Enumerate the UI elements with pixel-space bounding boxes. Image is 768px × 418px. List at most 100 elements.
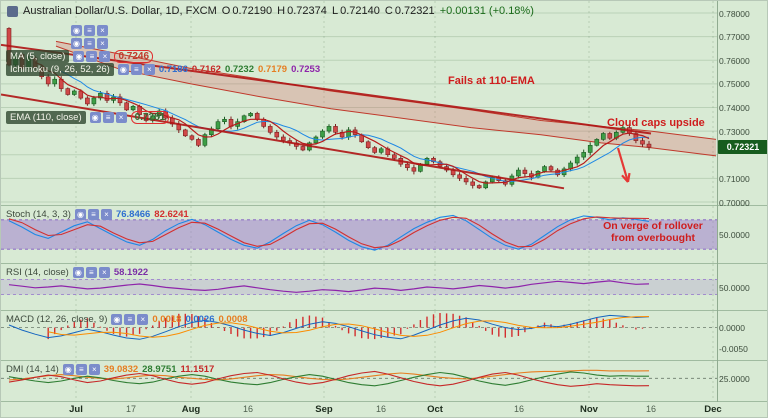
study-controls: ◉ ≡ × bbox=[89, 112, 127, 123]
axis-label: 0.74000 bbox=[719, 103, 750, 113]
eye-icon[interactable]: ◉ bbox=[73, 51, 85, 62]
axis-label: 0.75000 bbox=[719, 79, 750, 90]
rsi-label: RSI (14, close) bbox=[6, 267, 69, 278]
eye-icon[interactable]: ◉ bbox=[71, 38, 82, 49]
ichimoku-value: 0.7253 bbox=[291, 64, 321, 75]
settings-icon[interactable]: ≡ bbox=[75, 364, 87, 375]
axis-label: 0.77000 bbox=[719, 32, 750, 43]
pane-separator[interactable] bbox=[1, 205, 767, 206]
ma-label: MA (5, close) bbox=[6, 50, 70, 63]
time-axis-month-label: Nov bbox=[580, 404, 598, 415]
time-axis-month-label: Dec bbox=[704, 404, 722, 415]
study-controls: ◉ ≡ × bbox=[72, 267, 110, 278]
macd-pane-canvas[interactable] bbox=[1, 311, 717, 360]
last-price-badge: 0.72321 bbox=[718, 140, 767, 155]
high-value: 0.72374 bbox=[287, 5, 327, 17]
close-icon[interactable]: × bbox=[115, 112, 127, 123]
dmi-plus-value: 28.9751 bbox=[142, 364, 177, 375]
axis-divider bbox=[717, 1, 718, 402]
chart-header: Australian Dollar/U.S. Dollar, 1D, FXCM … bbox=[7, 5, 536, 17]
settings-icon[interactable]: ≡ bbox=[84, 25, 95, 36]
pane-separator[interactable] bbox=[1, 310, 767, 311]
symbol-title: Australian Dollar/U.S. Dollar, 1D, FXCM bbox=[23, 5, 217, 17]
rsi-value: 58.1922 bbox=[113, 267, 149, 278]
ichimoku-label: Ichimoku (9, 26, 52, 26) bbox=[6, 63, 114, 76]
settings-icon[interactable]: ≡ bbox=[85, 267, 97, 278]
eye-icon[interactable]: ◉ bbox=[72, 267, 84, 278]
time-axis-month-label: Sep bbox=[315, 404, 333, 415]
study-controls: ◉ ≡ × bbox=[74, 209, 112, 220]
axis-label: 50.0000 bbox=[719, 230, 750, 240]
close-icon[interactable]: × bbox=[88, 364, 100, 375]
time-axis[interactable]: Jul 17 Aug 16 Sep 16 Oct 16 Nov 16 Dec bbox=[1, 402, 722, 417]
ichimoku-value: 0.7179 bbox=[258, 64, 288, 75]
high-label: H bbox=[277, 5, 286, 17]
rsi-pane-canvas[interactable] bbox=[1, 264, 717, 310]
settings-icon[interactable]: ≡ bbox=[86, 51, 98, 62]
eye-icon[interactable]: ◉ bbox=[111, 314, 123, 325]
ema-label: EMA (110, close) bbox=[6, 111, 86, 124]
axis-label: 25.0000 bbox=[719, 373, 750, 384]
close-icon[interactable]: × bbox=[137, 314, 149, 325]
annotation-fails-ema[interactable]: Fails at 110-EMA bbox=[448, 75, 535, 87]
study-controls: ◉ ≡ × bbox=[71, 25, 108, 36]
close-icon[interactable]: × bbox=[98, 267, 110, 278]
annotation-cloud-caps[interactable]: Cloud caps upside bbox=[607, 117, 705, 129]
chart-type-icon[interactable] bbox=[7, 5, 18, 17]
stoch-pane-canvas[interactable] bbox=[1, 206, 717, 263]
low-value: 0.72140 bbox=[340, 5, 380, 17]
eye-icon[interactable]: ◉ bbox=[62, 364, 74, 375]
settings-icon[interactable]: ≡ bbox=[84, 38, 95, 49]
settings-icon[interactable]: ≡ bbox=[124, 314, 136, 325]
study-controls: ◉ ≡ × bbox=[73, 51, 111, 62]
pane-separator[interactable] bbox=[1, 401, 767, 402]
axis-label: 0.78000 bbox=[719, 8, 750, 19]
stoch-label: Stoch (14, 3, 3) bbox=[6, 209, 71, 220]
dmi-label: DMI (14, 14) bbox=[6, 364, 59, 375]
stoch-d-value: 82.6241 bbox=[154, 209, 189, 220]
ema-value: 0.7281 bbox=[130, 111, 170, 124]
settings-icon[interactable]: ≡ bbox=[87, 209, 99, 220]
settings-icon[interactable]: ≡ bbox=[130, 64, 142, 75]
legend-row-macd: MACD (12, 26, close, 9) ◉ ≡ × 0.0018 0.002… bbox=[6, 314, 248, 325]
low-label: L bbox=[331, 5, 339, 17]
time-axis-day-label: 16 bbox=[242, 404, 254, 414]
eye-icon[interactable]: ◉ bbox=[89, 112, 101, 123]
close-icon[interactable]: × bbox=[97, 25, 108, 36]
eye-icon[interactable]: ◉ bbox=[74, 209, 86, 220]
stoch-k-value: 76.8466 bbox=[115, 209, 151, 220]
ma-value: 0.7246 bbox=[114, 50, 154, 63]
price-axis[interactable]: 0.78000 0.77000 0.76000 0.75000 0.74000 0.730… bbox=[718, 1, 767, 402]
close-icon[interactable]: × bbox=[97, 38, 108, 49]
axis-label: 0.71000 bbox=[719, 173, 750, 184]
legend-row-ma: MA (5, close) ◉ ≡ × 0.7246 bbox=[6, 50, 154, 63]
ichimoku-value: 0.7186 bbox=[158, 64, 188, 75]
study-controls: ◉ ≡ × bbox=[71, 38, 108, 49]
eye-icon[interactable]: ◉ bbox=[117, 64, 129, 75]
axis-label: 0.76000 bbox=[719, 55, 750, 66]
legend-row-dmi: DMI (14, 14) ◉ ≡ × 39.0832 28.9751 11.1517 bbox=[6, 364, 214, 375]
time-axis-month-label: Aug bbox=[181, 404, 201, 415]
pane-separator[interactable] bbox=[1, 360, 767, 361]
eye-icon[interactable]: ◉ bbox=[71, 25, 82, 36]
close-label: C bbox=[384, 5, 393, 17]
axis-label: 50.0000 bbox=[719, 282, 750, 293]
change-value: +0.00131 (+0.18%) bbox=[439, 5, 534, 17]
price-pane-canvas[interactable] bbox=[1, 1, 717, 205]
close-icon[interactable]: × bbox=[100, 209, 112, 220]
dmi-minus-value: 11.1517 bbox=[180, 364, 215, 375]
settings-icon[interactable]: ≡ bbox=[102, 112, 114, 123]
close-icon[interactable]: × bbox=[143, 64, 155, 75]
time-axis-month-label: Oct bbox=[427, 404, 443, 415]
axis-label: 0.73000 bbox=[719, 126, 750, 137]
close-icon[interactable]: × bbox=[99, 51, 111, 62]
annotation-rollover[interactable]: On verge of rollover from overbought bbox=[587, 220, 719, 244]
pane-separator[interactable] bbox=[1, 263, 767, 264]
close-value: 0.72321 bbox=[394, 5, 435, 17]
study-controls: ◉ ≡ × bbox=[62, 364, 100, 375]
legend-row-ema: EMA (110, close) ◉ ≡ × 0.7281 bbox=[6, 111, 170, 124]
time-axis-day-label: 16 bbox=[375, 404, 387, 414]
annotation-rollover-line1: On verge of rollover bbox=[603, 220, 703, 232]
dmi-adx-value: 39.0832 bbox=[103, 364, 139, 375]
